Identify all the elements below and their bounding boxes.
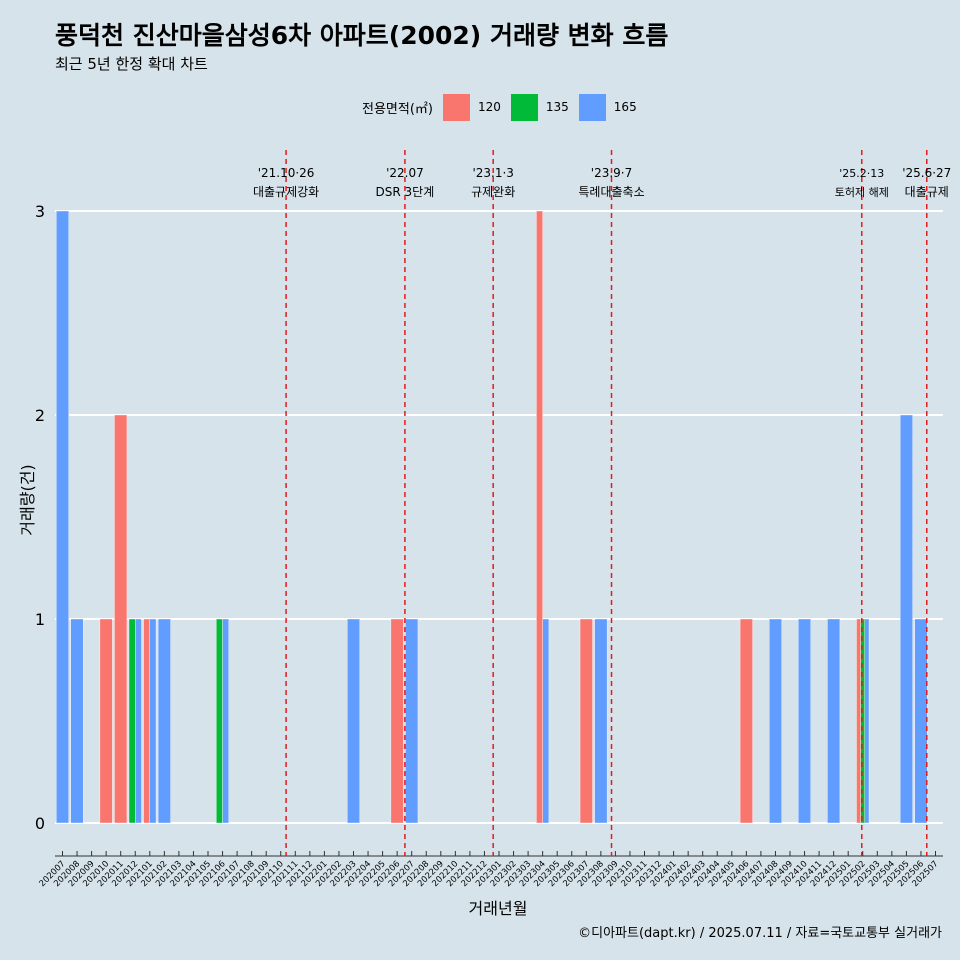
- legend-label-135: 135: [545, 100, 569, 114]
- legend-swatch-135: [510, 93, 538, 121]
- y-tick-label: 1: [35, 610, 45, 629]
- legend-label-120: 120: [477, 100, 501, 114]
- bar-165-202506: [914, 618, 928, 824]
- legend-label-165: 165: [613, 100, 637, 114]
- y-tick-label: 3: [35, 202, 45, 221]
- bar-165-202304: [542, 618, 550, 824]
- bar-165-202101: [149, 618, 157, 824]
- caption: ©디아파트(dapt.kr) / 2025.07.11 / 자료=국토교통부 실…: [578, 926, 942, 941]
- y-tick-label: 0: [35, 814, 45, 833]
- legend: 전용면적(㎡) 120 135 165: [362, 93, 647, 121]
- bar-165-202408: [769, 618, 782, 824]
- event-date-label: '25.2·13: [839, 167, 884, 180]
- x-axis-title: 거래년월: [469, 899, 528, 918]
- bar-165-202505: [899, 414, 913, 824]
- bar-120-202206: [390, 618, 404, 824]
- bar-120-202502: [856, 618, 861, 824]
- bar-165-202412: [827, 618, 841, 824]
- bar-135-202106: [216, 618, 223, 824]
- bar-165-202008: [70, 618, 84, 824]
- bar-165-202203: [347, 618, 360, 824]
- legend-swatch-120: [442, 93, 470, 121]
- chart-subtitle: 최근 5년 한정 확대 차트: [55, 55, 208, 73]
- bar-165-202308: [594, 618, 608, 824]
- bar-120-202010: [99, 618, 113, 824]
- bar-165-202207: [405, 618, 419, 824]
- legend-item-135: 135: [510, 93, 569, 121]
- event-text-label: 대출규제: [905, 185, 949, 199]
- event-text-label: 규제완화: [471, 185, 515, 199]
- event-text-label: 토허제 해제: [835, 185, 889, 199]
- event-text-label: 특례대출축소: [578, 185, 644, 199]
- bar-165-202106: [222, 618, 230, 824]
- bar-165-202502: [864, 618, 870, 824]
- bar-165-202012: [135, 618, 142, 824]
- y-axis-title: 거래량(건): [18, 464, 37, 535]
- bar-165-202410: [798, 618, 811, 824]
- legend-title: 전용면적(㎡): [362, 101, 433, 117]
- y-tick-label: 2: [35, 406, 45, 425]
- bar-120-202307: [579, 618, 593, 824]
- event-date-label: '23.1·3: [472, 166, 513, 180]
- event-date-label: '25.6·27: [902, 166, 951, 180]
- bar-135-202012: [128, 618, 136, 824]
- event-date-label: '22.07: [386, 166, 424, 180]
- chart-title: 풍덕천 진산마을삼성6차 아파트(2002) 거래량 변화 흐름: [55, 21, 669, 50]
- bar-120-202101: [143, 618, 151, 824]
- legend-item-120: 120: [442, 93, 501, 121]
- event-text-label: 대출규제강화: [253, 185, 319, 199]
- bar-120-202011: [114, 414, 128, 824]
- bar-165-202007: [56, 210, 69, 824]
- event-date-label: '21.10·26: [258, 166, 315, 180]
- event-text-label: DSR 3단계: [376, 185, 435, 199]
- event-date-label: '23.9·7: [591, 166, 632, 180]
- bar-120-202304: [536, 210, 543, 824]
- legend-swatch-165: [578, 93, 606, 121]
- legend-item-165: 165: [578, 93, 637, 121]
- bar-165-202102: [157, 618, 171, 824]
- bar-120-202406: [739, 618, 753, 824]
